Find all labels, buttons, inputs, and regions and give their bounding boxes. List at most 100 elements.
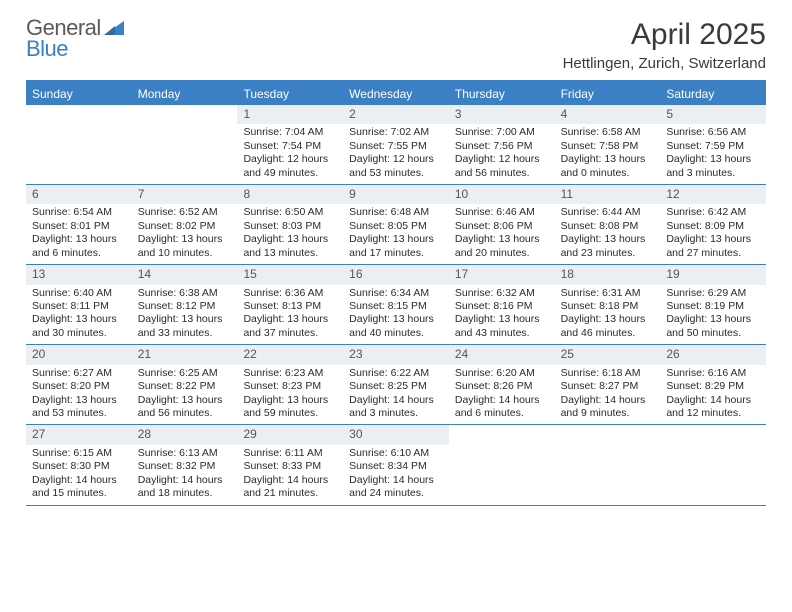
day-cell: 5Sunrise: 6:56 AMSunset: 7:59 PMDaylight… [660,105,766,184]
day-number: 1 [237,105,343,124]
logo: GeneralBlue [26,18,124,60]
daylight-line-2: and 21 minutes. [243,487,337,500]
sunset-text: Sunset: 8:05 PM [349,220,443,233]
location-text: Hettlingen, Zurich, Switzerland [563,55,766,72]
sunset-text: Sunset: 8:12 PM [138,300,232,313]
daylight-line-2: and 37 minutes. [243,327,337,340]
sunrise-text: Sunrise: 6:27 AM [32,367,126,380]
daylight-line-1: Daylight: 13 hours [138,394,232,407]
sunrise-text: Sunrise: 6:31 AM [561,287,655,300]
sunset-text: Sunset: 7:56 PM [455,140,549,153]
day-cell: 25Sunrise: 6:18 AMSunset: 8:27 PMDayligh… [555,345,661,424]
daylight-line-2: and 3 minutes. [349,407,443,420]
dow-header-row: Sunday Monday Tuesday Wednesday Thursday… [26,83,766,105]
logo-triangle-icon [104,18,124,39]
day-cell: . [660,425,766,504]
sunrise-text: Sunrise: 6:22 AM [349,367,443,380]
sunrise-text: Sunrise: 6:23 AM [243,367,337,380]
daylight-line-1: Daylight: 13 hours [138,233,232,246]
daylight-line-2: and 17 minutes. [349,247,443,260]
dow-wednesday: Wednesday [343,83,449,105]
day-cell: 4Sunrise: 6:58 AMSunset: 7:58 PMDaylight… [555,105,661,184]
sunrise-text: Sunrise: 6:42 AM [666,206,760,219]
daylight-line-1: Daylight: 13 hours [32,313,126,326]
sunset-text: Sunset: 8:23 PM [243,380,337,393]
daylight-line-1: Daylight: 13 hours [243,394,337,407]
day-number: 19 [660,265,766,284]
daylight-line-2: and 27 minutes. [666,247,760,260]
sunset-text: Sunset: 8:30 PM [32,460,126,473]
day-number: 30 [343,425,449,444]
day-cell: 28Sunrise: 6:13 AMSunset: 8:32 PMDayligh… [132,425,238,504]
day-body: Sunrise: 6:22 AMSunset: 8:25 PMDaylight:… [343,365,449,425]
daylight-line-2: and 15 minutes. [32,487,126,500]
day-body: Sunrise: 6:23 AMSunset: 8:23 PMDaylight:… [237,365,343,425]
daylight-line-1: Daylight: 14 hours [32,474,126,487]
day-number: 6 [26,185,132,204]
day-number: 29 [237,425,343,444]
daylight-line-1: Daylight: 14 hours [243,474,337,487]
daylight-line-2: and 24 minutes. [349,487,443,500]
sunrise-text: Sunrise: 6:18 AM [561,367,655,380]
day-number: 23 [343,345,449,364]
daylight-line-1: Daylight: 14 hours [666,394,760,407]
daylight-line-2: and 56 minutes. [455,167,549,180]
sunrise-text: Sunrise: 6:56 AM [666,126,760,139]
sunrise-text: Sunrise: 6:15 AM [32,447,126,460]
day-body: Sunrise: 6:18 AMSunset: 8:27 PMDaylight:… [555,365,661,425]
day-cell: 21Sunrise: 6:25 AMSunset: 8:22 PMDayligh… [132,345,238,424]
day-number: 4 [555,105,661,124]
daylight-line-2: and 49 minutes. [243,167,337,180]
day-number: 10 [449,185,555,204]
daylight-line-2: and 33 minutes. [138,327,232,340]
sunset-text: Sunset: 8:09 PM [666,220,760,233]
day-body: Sunrise: 6:52 AMSunset: 8:02 PMDaylight:… [132,204,238,264]
sunset-text: Sunset: 8:27 PM [561,380,655,393]
daylight-line-1: Daylight: 13 hours [32,394,126,407]
dow-tuesday: Tuesday [237,83,343,105]
daylight-line-1: Daylight: 14 hours [455,394,549,407]
day-number: 22 [237,345,343,364]
sunrise-text: Sunrise: 6:34 AM [349,287,443,300]
sunrise-text: Sunrise: 6:44 AM [561,206,655,219]
day-cell: 17Sunrise: 6:32 AMSunset: 8:16 PMDayligh… [449,265,555,344]
daylight-line-2: and 59 minutes. [243,407,337,420]
day-number: 5 [660,105,766,124]
day-cell: 6Sunrise: 6:54 AMSunset: 8:01 PMDaylight… [26,185,132,264]
sunrise-text: Sunrise: 7:00 AM [455,126,549,139]
daylight-line-2: and 23 minutes. [561,247,655,260]
sunrise-text: Sunrise: 6:36 AM [243,287,337,300]
day-body: Sunrise: 6:27 AMSunset: 8:20 PMDaylight:… [26,365,132,425]
daylight-line-1: Daylight: 13 hours [561,313,655,326]
day-cell: 16Sunrise: 6:34 AMSunset: 8:15 PMDayligh… [343,265,449,344]
calendar-grid: Sunday Monday Tuesday Wednesday Thursday… [26,80,766,506]
day-cell: 13Sunrise: 6:40 AMSunset: 8:11 PMDayligh… [26,265,132,344]
daylight-line-2: and 10 minutes. [138,247,232,260]
daylight-line-2: and 56 minutes. [138,407,232,420]
daylight-line-2: and 6 minutes. [32,247,126,260]
day-number: 27 [26,425,132,444]
sunset-text: Sunset: 8:08 PM [561,220,655,233]
daylight-line-2: and 13 minutes. [243,247,337,260]
daylight-line-1: Daylight: 13 hours [349,233,443,246]
daylight-line-1: Daylight: 13 hours [561,153,655,166]
sunset-text: Sunset: 8:26 PM [455,380,549,393]
day-cell: 27 Sunrise: 6:15 AMSunset: 8:30 PMDayligh… [26,425,132,504]
sunrise-text: Sunrise: 6:11 AM [243,447,337,460]
daylight-line-1: Daylight: 13 hours [243,233,337,246]
sunset-text: Sunset: 8:01 PM [32,220,126,233]
day-body: Sunrise: 6:11 AMSunset: 8:33 PMDaylight:… [237,445,343,505]
weeks-container: ..1Sunrise: 7:04 AMSunset: 7:54 PMDaylig… [26,105,766,506]
day-cell: 12Sunrise: 6:42 AMSunset: 8:09 PMDayligh… [660,185,766,264]
daylight-line-2: and 6 minutes. [455,407,549,420]
week-row: 6Sunrise: 6:54 AMSunset: 8:01 PMDaylight… [26,185,766,265]
day-cell: . [132,105,238,184]
sunrise-text: Sunrise: 6:25 AM [138,367,232,380]
daylight-line-1: Daylight: 12 hours [243,153,337,166]
sunrise-text: Sunrise: 6:32 AM [455,287,549,300]
day-body: Sunrise: 6:56 AMSunset: 7:59 PMDaylight:… [660,124,766,184]
day-body: Sunrise: 6:38 AMSunset: 8:12 PMDaylight:… [132,285,238,345]
daylight-line-2: and 3 minutes. [666,167,760,180]
day-body: Sunrise: 6:20 AMSunset: 8:26 PMDaylight:… [449,365,555,425]
day-number: 12 [660,185,766,204]
